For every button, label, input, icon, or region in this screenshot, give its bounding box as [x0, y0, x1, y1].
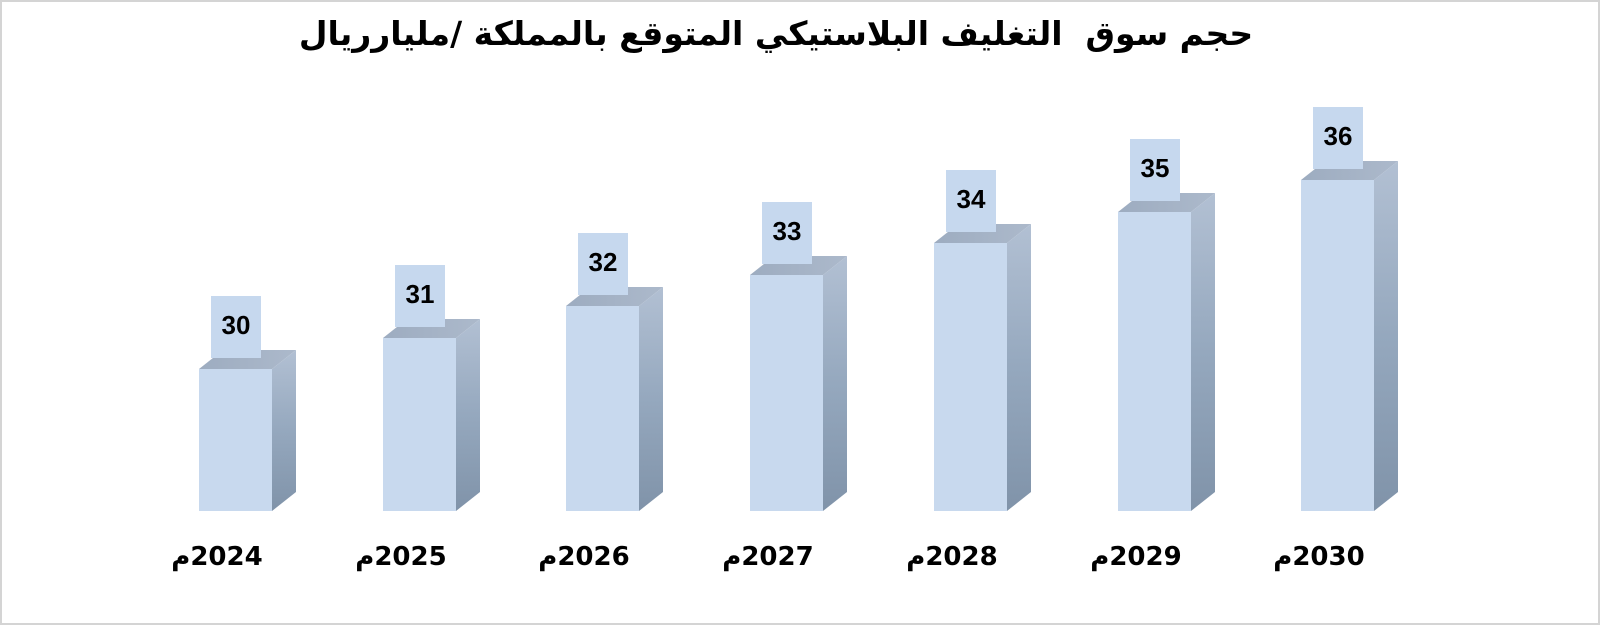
bar-front-face	[934, 243, 1007, 511]
bar-front-face	[383, 338, 456, 511]
chart-title: حجم سوق التغليف البلاستيكي المتوقع بالمم…	[298, 14, 1254, 53]
data-label: 36	[1313, 107, 1363, 169]
x-axis-label: 2025م	[355, 542, 447, 572]
bar-side-face	[823, 256, 847, 511]
bar-side-face	[1007, 224, 1031, 511]
data-label: 30	[211, 296, 261, 358]
data-label: 35	[1130, 139, 1180, 201]
x-axis-label: 2028م	[906, 542, 998, 572]
x-axis-label: 2026م	[538, 542, 630, 572]
bar-side-face	[272, 350, 296, 511]
data-label: 33	[762, 202, 812, 264]
bar-side-face	[1191, 193, 1215, 511]
data-label: 32	[578, 233, 628, 295]
data-label: 34	[946, 170, 996, 232]
bar-front-face	[750, 275, 823, 511]
bar-front-face	[199, 369, 272, 511]
bar-side-face	[1374, 161, 1398, 511]
data-label: 31	[395, 265, 445, 327]
bar-side-face	[639, 287, 663, 511]
x-axis-label: 2030م	[1273, 542, 1365, 572]
bar-front-face	[1301, 180, 1374, 511]
x-axis-label: 2029م	[1090, 542, 1182, 572]
bar-front-face	[566, 306, 639, 511]
x-axis-label: 2024م	[171, 542, 263, 572]
bar-side-face	[456, 319, 480, 511]
x-axis-label: 2027م	[722, 542, 814, 572]
bar-front-face	[1118, 212, 1191, 511]
